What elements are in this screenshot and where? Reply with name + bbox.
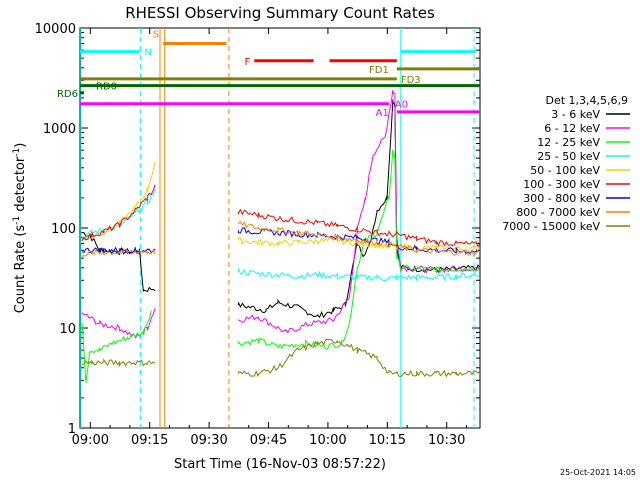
x-tick-label: 10:00 <box>309 433 346 448</box>
legend-label: 25 - 50 keV <box>537 150 600 163</box>
y-tick-label: 1000 <box>43 122 76 137</box>
y-tick-label: 10000 <box>35 22 76 37</box>
y-tick-label: 100 <box>51 222 76 237</box>
y-tick-label: 1 <box>68 422 76 437</box>
flag-label-fd3: FD3 <box>401 75 421 86</box>
plot-frame <box>79 27 481 429</box>
legend-label: 12 - 25 keV <box>537 136 600 149</box>
y-axis-label-mid: detector <box>13 156 28 216</box>
x-tick-label: 10:30 <box>428 433 465 448</box>
legend-title: Det 1,3,4,5,6,9 <box>545 94 628 107</box>
legend-label: 800 - 7000 keV <box>516 206 600 219</box>
footer-timestamp: 25-Oct-2021 14:05 <box>560 468 636 477</box>
series-line-2 <box>81 90 480 339</box>
y-tick-label: 10 <box>59 322 76 337</box>
chart-title: RHESSI Observing Summary Count Rates <box>125 4 435 22</box>
legend-label: 6 - 12 keV <box>544 122 600 135</box>
plot-area: 09:00 09:15 09:30 09:45 10:00 10:15 10:30 1 10 10… <box>35 22 481 448</box>
x-tick-label: 09:00 <box>72 433 109 448</box>
flag-label-s: S <box>153 29 159 40</box>
x-tick-label: 10:15 <box>369 433 406 448</box>
legend-label: 300 - 800 keV <box>523 192 600 205</box>
series-line-6 <box>81 184 480 248</box>
y-axis-label-main: Count Rate (s <box>13 225 28 314</box>
flag-label-f: F <box>244 57 250 68</box>
flag-label-rd0: RD0 <box>96 82 117 93</box>
y-axis-label: Count Rate (s-1 detector-1) <box>12 143 28 314</box>
x-tick-label: 09:30 <box>190 433 227 448</box>
x-tick-label: 09:45 <box>250 433 287 448</box>
legend-label: 7000 - 15000 keV <box>502 220 600 233</box>
y-axis-label-end: ) <box>13 143 28 148</box>
flag-label-a0: A0 <box>395 100 408 111</box>
flag-label-fd1: FD1 <box>369 65 389 76</box>
x-tick-label: 09:15 <box>131 433 168 448</box>
y-axis-label-sup2: -1 <box>12 148 22 157</box>
legend-label: 100 - 300 keV <box>523 178 600 191</box>
x-axis-label: Start Time (16-Nov-03 08:57:22) <box>174 457 386 472</box>
legend-label: 3 - 6 keV <box>551 108 600 121</box>
series-line-8 <box>81 220 480 257</box>
legend-label: 50 - 100 keV <box>530 164 600 177</box>
flag-label-a1: A1 <box>376 108 389 119</box>
flag-label-n: N <box>144 48 151 59</box>
y-axis-label-sup: -1 <box>12 216 22 225</box>
series-line-9 <box>81 338 480 378</box>
flag-label-rd6: RD6 <box>57 89 78 100</box>
series-line-3 <box>81 149 480 383</box>
